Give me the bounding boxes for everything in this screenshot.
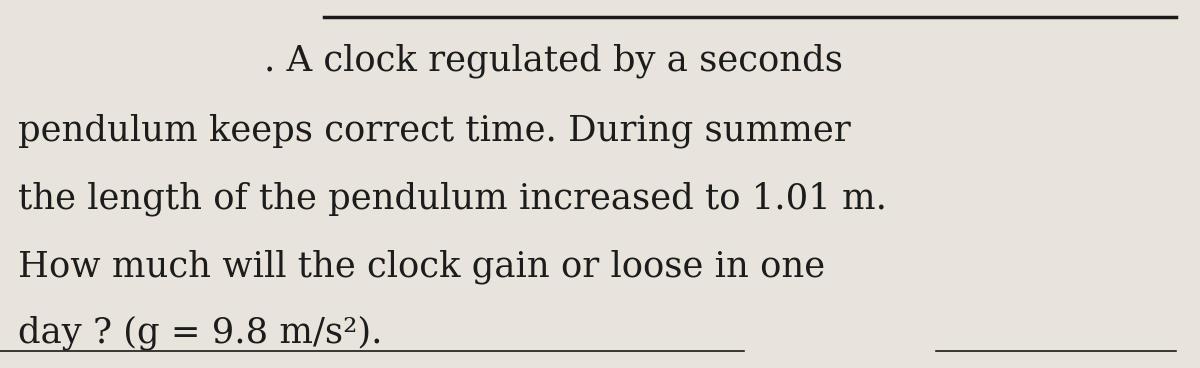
Text: pendulum keeps correct time. During summer: pendulum keeps correct time. During summ… [18,113,851,148]
Text: . A clock regulated by a seconds: . A clock regulated by a seconds [264,43,842,78]
Text: How much will the clock gain or loose in one: How much will the clock gain or loose in… [18,250,826,284]
Text: day ? (g = 9.8 m/s²).: day ? (g = 9.8 m/s²). [18,316,383,350]
Text: the length of the pendulum increased to 1.01 m.: the length of the pendulum increased to … [18,181,887,216]
